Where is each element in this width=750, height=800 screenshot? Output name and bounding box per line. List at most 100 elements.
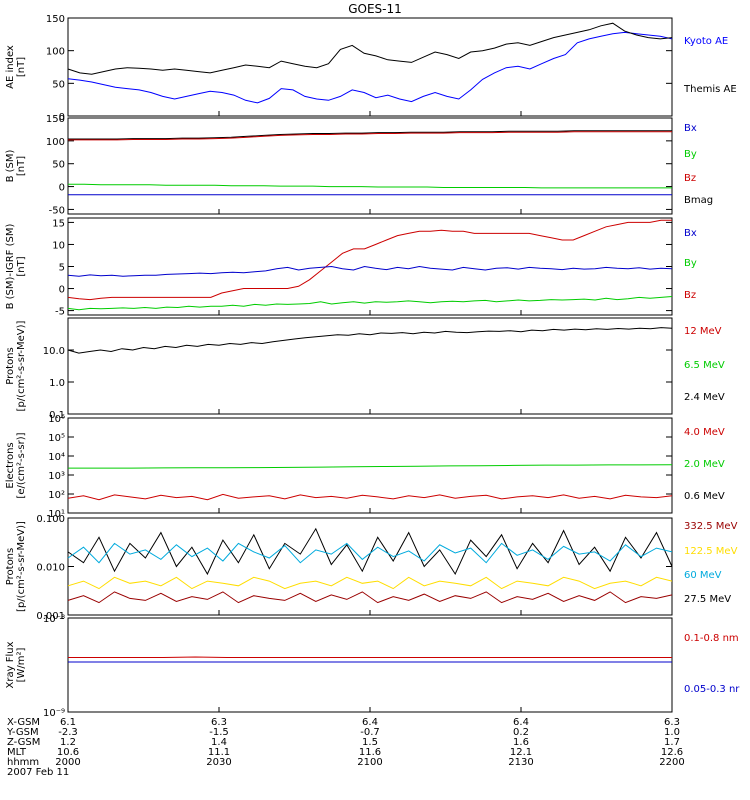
y-tick-label-electrons: 10³	[48, 471, 65, 482]
y-axis-title-ae: AE index	[5, 45, 16, 89]
y-tick-label-ae: 0	[59, 112, 65, 123]
series-line-bigrf-Bz	[67, 219, 672, 301]
y-tick-label-bigrf: 0	[59, 285, 65, 296]
ephemeris-value: 2000	[55, 757, 80, 768]
series-line-protons_high-122-5-MeV	[67, 576, 673, 590]
y-axis-title-xray: [W/m²]	[16, 647, 27, 682]
series-line-bigrf-Bx	[67, 265, 673, 277]
ephemeris-row-label: Z-GSM	[7, 737, 40, 748]
y-tick-label-bsm: -50	[49, 205, 65, 216]
y-axis-title-bsm: B (SM)	[5, 149, 16, 182]
y-axis-title-ae: [nT]	[16, 57, 27, 77]
y-axis-title-electrons: Electrons	[5, 442, 16, 488]
legend-label-electrons: 2.0 MeV	[684, 459, 725, 470]
legend-label-bsm: Bz	[684, 173, 696, 184]
ephemeris-value: 2100	[357, 757, 382, 768]
series-line-protons_low-2-4-MeV	[67, 327, 673, 354]
y-tick-label-protons_low: 0.1	[49, 410, 65, 421]
y-tick-label-electrons: 10²	[48, 490, 65, 501]
legend-label-bsm: By	[684, 149, 697, 160]
y-tick-label-bsm: 50	[52, 160, 65, 171]
series-line-bsm-Bmag	[68, 130, 672, 140]
ephemeris-value: 0.2	[513, 727, 529, 738]
y-axis-title-electrons: [e/(cm²-s-sr)]	[16, 432, 27, 498]
series-line-bsm-By	[68, 183, 672, 189]
legend-label-electrons: 0.6 MeV	[684, 491, 725, 502]
series-line-electrons-4-0-MeV	[67, 493, 673, 501]
y-tick-label-bsm: 100	[46, 137, 65, 148]
legend-label-bsm: Bmag	[684, 195, 713, 206]
series-line-xray-0-1-0-8-nm	[68, 656, 672, 658]
y-tick-label-bsm: 0	[59, 183, 65, 194]
y-axis-title-protons_high: [p/(cm²-s-sr-MeV)]	[16, 521, 27, 612]
y-tick-label-electrons: 10⁵	[48, 433, 65, 444]
y-tick-label-xray: 10⁻⁹	[43, 708, 65, 719]
series-line-electrons-2-0-MeV	[68, 464, 673, 469]
y-tick-label-ae: 100	[46, 47, 65, 58]
ephemeris-value: -2.3	[58, 727, 78, 738]
series-line-ae-Themis-AE	[67, 22, 673, 75]
y-tick-label-protons_high: 0.100	[36, 514, 65, 525]
y-tick-label-ae: 50	[52, 79, 65, 90]
series-line-bigrf-By	[67, 296, 673, 311]
legend-label-protons_low: 12 MeV	[684, 326, 722, 337]
y-axis-title-bsm: [nT]	[16, 156, 27, 176]
series-line-protons_high-332-5-MeV	[67, 527, 673, 576]
ephemeris-value: 1.0	[664, 727, 680, 738]
legend-label-bigrf: By	[684, 258, 697, 269]
ephemeris-value: 6.3	[664, 717, 680, 728]
ephemeris-value: 11.1	[208, 747, 230, 758]
y-tick-label-bigrf: 5	[59, 263, 65, 274]
y-tick-label-electrons: 10¹	[48, 509, 65, 520]
y-tick-label-bigrf: 10	[52, 240, 65, 251]
legend-label-protons_high: 122.5 MeV	[684, 546, 738, 557]
ephemeris-value: 1.2	[60, 737, 76, 748]
ephemeris-value: 12.1	[510, 747, 532, 758]
ephemeris-value: 10.6	[57, 747, 79, 758]
panel-frame-protons_high	[67, 517, 673, 616]
ephemeris-value: 1.7	[664, 737, 680, 748]
y-axis-title-xray: Xray Flux	[5, 641, 16, 688]
y-tick-label-protons_high: 0.010	[36, 563, 65, 574]
ephemeris-value: 6.3	[211, 717, 227, 728]
series-line-bsm-Bz	[68, 131, 672, 141]
legend-label-protons_high: 27.5 MeV	[684, 594, 731, 605]
legend-label-ae: Kyoto AE	[684, 36, 728, 47]
y-axis-title-bigrf: B (SM)-IGRF (SM)	[5, 224, 16, 310]
y-tick-label-bsm: 150	[46, 114, 65, 125]
y-tick-label-bigrf: -5	[55, 307, 65, 318]
ephemeris-value: -1.5	[209, 727, 229, 738]
y-tick-label-electrons: 10⁶	[48, 414, 65, 425]
y-tick-label-electrons: 10⁴	[48, 452, 65, 463]
ephemeris-value: 6.4	[513, 717, 529, 728]
legend-label-electrons: 4.0 MeV	[684, 427, 725, 438]
legend-label-bigrf: Bx	[684, 228, 697, 239]
ephemeris-value: 12.6	[661, 747, 683, 758]
y-tick-label-bigrf: 15	[52, 218, 65, 229]
y-axis-title-protons_low: Protons	[5, 347, 16, 384]
ephemeris-row-label: X-GSM	[7, 717, 40, 728]
legend-label-protons_high: 60 MeV	[684, 570, 722, 581]
ephemeris-value: 1.4	[211, 737, 227, 748]
y-tick-label-protons_low: 10.0	[43, 346, 65, 357]
panel-frame-xray	[67, 617, 673, 713]
series-line-ae-Kyoto-AE	[67, 31, 673, 104]
y-axis-title-protons_low: [p/(cm²-s-sr-MeV)]	[16, 320, 27, 411]
ephemeris-value: 1.6	[513, 737, 529, 748]
panel-frame-ae	[67, 17, 673, 117]
panel-frame-bigrf	[67, 217, 673, 316]
y-axis-title-protons_high: Protons	[5, 548, 16, 585]
series-line-protons_high-60-MeV	[67, 542, 673, 564]
legend-label-protons_low: 6.5 MeV	[684, 360, 725, 371]
ephemeris-row-label: Y-GSM	[6, 727, 39, 738]
chart-title: GOES-11	[348, 2, 402, 16]
y-tick-label-ae: 150	[46, 14, 65, 25]
y-tick-label-xray: 10⁻⁸	[43, 614, 65, 625]
legend-label-bsm: Bx	[684, 123, 697, 134]
ephemeris-row-label: hhmm	[7, 757, 39, 768]
series-line-protons_high-27-5-MeV	[67, 591, 673, 604]
legend-label-bigrf: Bz	[684, 290, 696, 301]
ephemeris-value: 11.6	[359, 747, 381, 758]
